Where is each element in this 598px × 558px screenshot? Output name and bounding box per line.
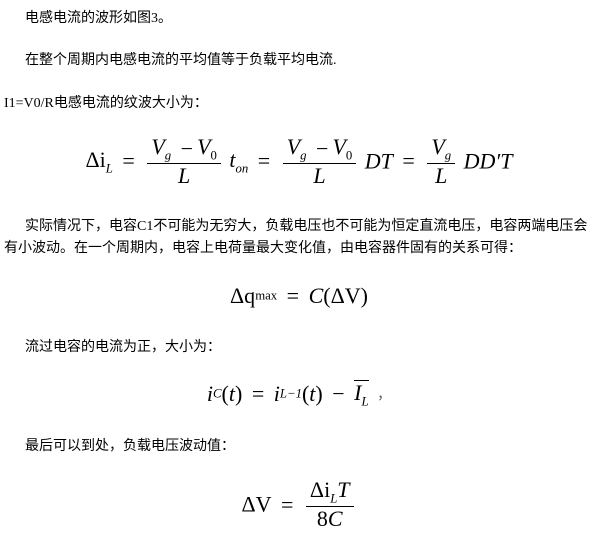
- paragraph-4: 实际情况下，电容C1不可能为无穷大，负载电压也不可能为恒定直流电压，电容两端电压…: [4, 216, 594, 261]
- paragraph-1: 电感电流的波形如图3。: [4, 8, 594, 30]
- formula-3: iC(t) = iL−1(t) − IL ，: [4, 379, 594, 408]
- paragraph-2: 在整个周期内电感电流的平均值等于负载平均电流.: [4, 50, 594, 72]
- paragraph-6: 最后可以到处，负载电压波动值：: [4, 436, 594, 458]
- paragraph-3: I1=V0/R电感电流的纹波大小为：: [4, 93, 594, 115]
- formula-1-expression: ΔiL = Vg −V0 L ton = Vg −V0 L DT =: [86, 135, 513, 188]
- formula-1: ΔiL = Vg −V0 L ton = Vg −V0 L DT =: [4, 135, 594, 188]
- formula-3-expression: iC(t) = iL−1(t) − IL ，: [207, 379, 391, 408]
- formula-4-expression: ΔV = ΔiLT 8C: [241, 478, 356, 531]
- document-page: 电感电流的波形如图3。 在整个周期内电感电流的平均值等于负载平均电流. I1=V…: [0, 0, 598, 558]
- formula-2: Δqmax = C(ΔV): [4, 281, 594, 309]
- paragraph-5: 流过电容的电流为正，大小为：: [4, 337, 594, 359]
- formula-4: ΔV = ΔiLT 8C: [4, 478, 594, 531]
- formula-2-expression: Δqmax = C(ΔV): [230, 281, 368, 309]
